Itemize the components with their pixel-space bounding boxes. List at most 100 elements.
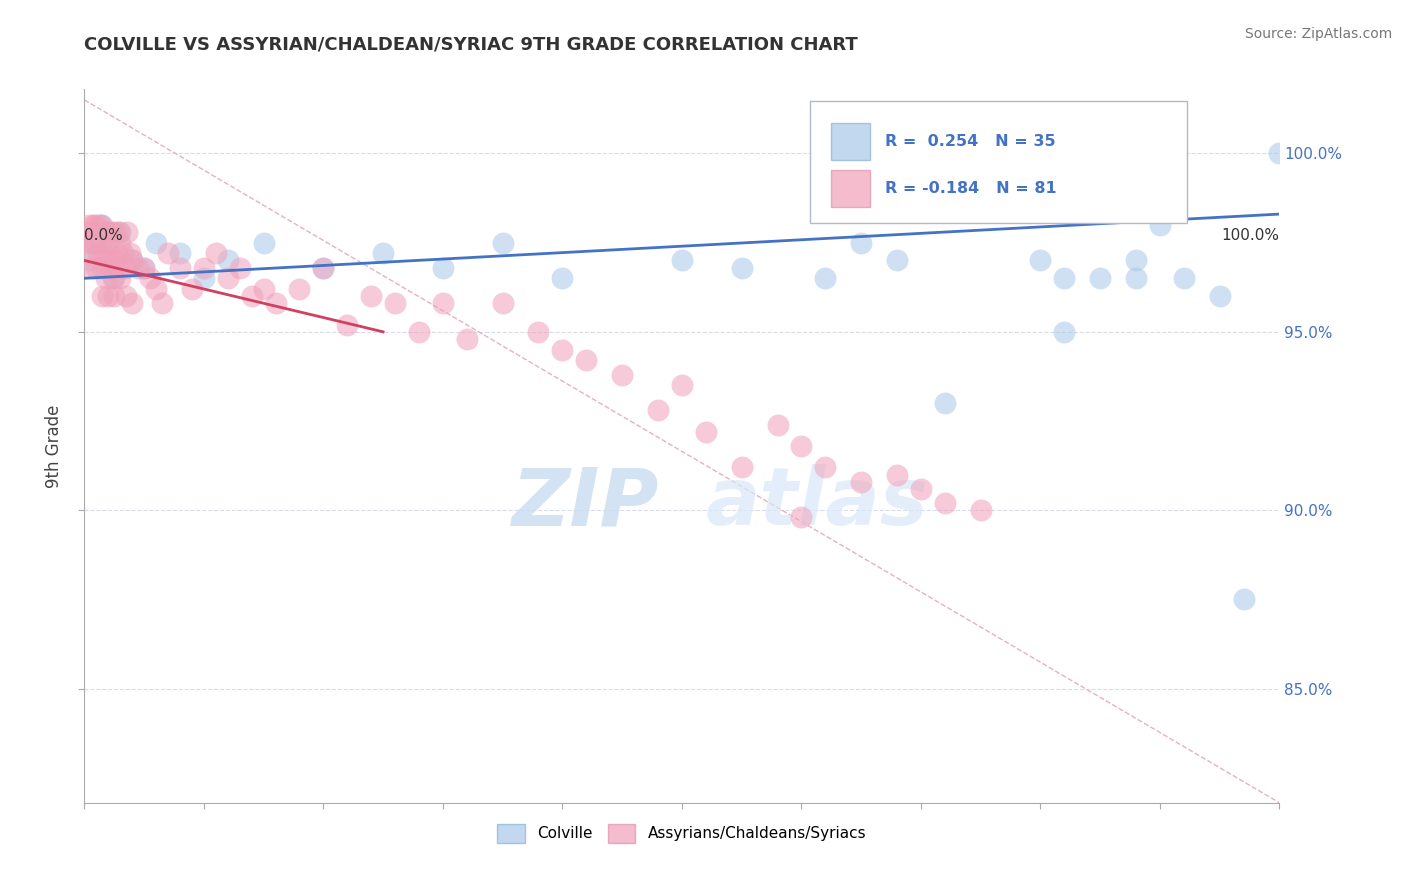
Point <box>93 246 115 260</box>
Point <box>87 218 110 232</box>
Point <box>229 260 252 275</box>
Point <box>86 246 108 260</box>
FancyBboxPatch shape <box>831 169 869 207</box>
Point <box>79 235 101 250</box>
Point <box>110 271 132 285</box>
Point <box>132 260 156 275</box>
Point <box>1209 289 1232 303</box>
Point <box>575 353 598 368</box>
Point <box>114 260 136 275</box>
Point <box>612 368 634 382</box>
Point <box>695 425 717 439</box>
Point <box>384 296 406 310</box>
Point <box>970 503 993 517</box>
Point <box>253 282 276 296</box>
Point <box>97 225 120 239</box>
Point <box>103 253 125 268</box>
Point <box>127 260 149 275</box>
Text: R = -0.184   N = 81: R = -0.184 N = 81 <box>886 181 1057 196</box>
Point <box>731 460 754 475</box>
Point <box>886 253 908 268</box>
Point <box>408 325 430 339</box>
Point <box>373 246 395 260</box>
Point <box>77 218 100 232</box>
Point <box>432 260 454 275</box>
Point <box>1053 325 1076 339</box>
Point <box>121 253 143 268</box>
Text: R =  0.254   N = 35: R = 0.254 N = 35 <box>886 134 1056 149</box>
Point <box>93 225 115 239</box>
Point <box>118 246 141 260</box>
Point <box>360 289 382 303</box>
Point <box>169 260 191 275</box>
Point <box>432 296 454 310</box>
Point <box>117 225 139 239</box>
Point <box>101 225 124 239</box>
Point <box>814 460 837 475</box>
Point <box>492 235 515 250</box>
Point <box>91 289 114 303</box>
Point <box>551 343 574 357</box>
Text: COLVILLE VS ASSYRIAN/CHALDEAN/SYRIAC 9TH GRADE CORRELATION CHART: COLVILLE VS ASSYRIAN/CHALDEAN/SYRIAC 9TH… <box>84 36 858 54</box>
Point <box>671 378 693 392</box>
Point <box>86 235 108 250</box>
Point <box>264 296 287 310</box>
Point <box>79 253 101 268</box>
Point <box>121 296 143 310</box>
Point <box>886 467 908 482</box>
Point <box>1125 271 1147 285</box>
Point <box>77 246 100 260</box>
Point <box>98 246 121 260</box>
Point <box>145 282 167 296</box>
Point <box>205 246 228 260</box>
Point <box>814 271 837 285</box>
Point <box>107 260 129 275</box>
Point <box>90 218 112 232</box>
Text: atlas: atlas <box>706 464 928 542</box>
Point <box>1053 271 1076 285</box>
Point <box>240 289 263 303</box>
Point <box>82 218 104 232</box>
FancyBboxPatch shape <box>810 102 1188 223</box>
Point <box>103 271 125 285</box>
Point <box>91 260 114 275</box>
Point <box>731 260 754 275</box>
Point <box>1233 592 1256 607</box>
Text: ZIP: ZIP <box>510 464 658 542</box>
Point <box>492 296 515 310</box>
Point <box>790 439 813 453</box>
Y-axis label: 9th Grade: 9th Grade <box>45 404 63 488</box>
Point <box>101 271 124 285</box>
Point <box>766 417 789 432</box>
Point <box>1125 253 1147 268</box>
Point <box>851 475 873 489</box>
Point <box>647 403 669 417</box>
Point <box>193 271 215 285</box>
Point <box>312 260 335 275</box>
Point <box>83 235 105 250</box>
Point <box>139 271 162 285</box>
Point <box>193 260 215 275</box>
Point <box>217 253 239 268</box>
Point <box>790 510 813 524</box>
Point <box>89 235 111 250</box>
Point <box>132 260 156 275</box>
Point <box>934 396 956 410</box>
Point <box>115 289 138 303</box>
Point <box>108 225 131 239</box>
Point <box>312 260 335 275</box>
Point <box>121 253 143 268</box>
Point <box>111 246 134 260</box>
Point <box>97 235 120 250</box>
Point <box>551 271 574 285</box>
Text: Source: ZipAtlas.com: Source: ZipAtlas.com <box>1244 27 1392 41</box>
Point <box>169 246 191 260</box>
Point <box>671 253 693 268</box>
Point <box>157 246 180 260</box>
Point <box>110 225 132 239</box>
Point <box>103 289 125 303</box>
Point <box>76 225 98 239</box>
Point <box>104 225 127 239</box>
Legend: Colville, Assyrians/Chaldeans/Syriacs: Colville, Assyrians/Chaldeans/Syriacs <box>491 818 873 848</box>
Point <box>100 260 122 275</box>
